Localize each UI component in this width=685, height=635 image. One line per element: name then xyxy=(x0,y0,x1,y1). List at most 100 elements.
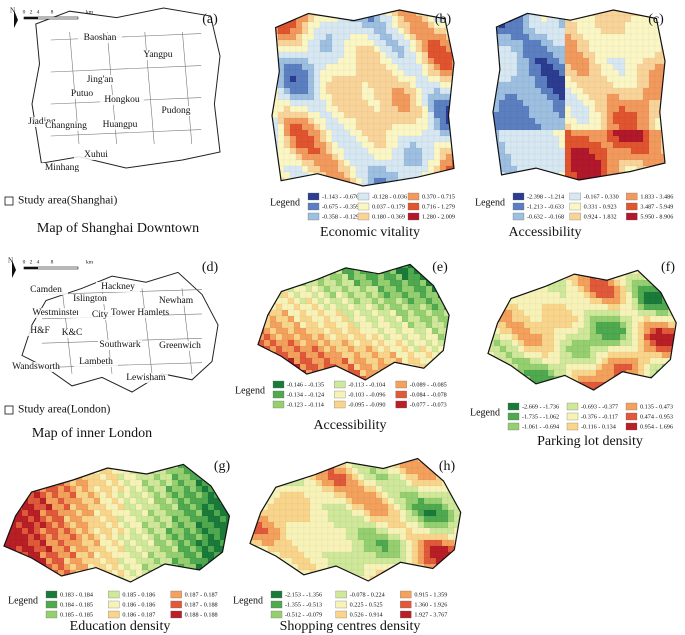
map-cell xyxy=(301,21,309,29)
map-cell xyxy=(393,569,401,577)
map-cell xyxy=(415,45,423,53)
map-cell xyxy=(375,557,383,565)
map-cell xyxy=(451,183,454,186)
map-cell xyxy=(577,321,585,329)
map-cell xyxy=(631,297,639,305)
map-cell xyxy=(558,69,566,77)
map-cell xyxy=(301,57,309,65)
district-name: Hongkou xyxy=(104,95,140,105)
map-cell xyxy=(15,473,23,481)
map-cell xyxy=(601,270,609,275)
map-cell xyxy=(315,509,323,517)
map-cell xyxy=(522,177,530,180)
map-cell xyxy=(600,147,608,155)
label-bg xyxy=(124,373,168,383)
map-cell xyxy=(504,99,512,107)
map-cell xyxy=(411,473,419,481)
map-cell xyxy=(565,339,573,347)
label-bg xyxy=(154,296,198,306)
map-cell xyxy=(397,183,405,186)
map-cell xyxy=(363,485,371,493)
map-cell xyxy=(279,575,287,581)
map-cell xyxy=(547,303,555,311)
map-cell xyxy=(305,363,313,371)
map-cell xyxy=(606,51,614,59)
map-outline xyxy=(3,463,231,583)
panel-label: (b) xyxy=(435,12,452,27)
map-cell xyxy=(337,87,345,95)
map-cell xyxy=(552,75,560,83)
map-cell xyxy=(576,33,584,41)
map-cell xyxy=(415,87,423,95)
map-cell xyxy=(397,33,405,41)
map-cell xyxy=(353,291,361,299)
map-cell xyxy=(594,15,602,23)
map-cell xyxy=(219,491,227,499)
map-cell xyxy=(301,177,309,185)
map-cell xyxy=(589,327,597,335)
map-cell xyxy=(411,503,419,511)
map-cell xyxy=(393,575,401,581)
map-cell xyxy=(51,467,59,475)
map-cell xyxy=(291,473,299,481)
map-cell xyxy=(411,467,419,475)
map-cell xyxy=(327,533,335,541)
map-cell xyxy=(69,491,77,499)
map-cell xyxy=(517,279,525,287)
legend-swatch xyxy=(569,202,581,211)
map-cell xyxy=(606,165,614,173)
map-cell xyxy=(335,345,343,353)
map-cell xyxy=(105,539,113,547)
map-cell xyxy=(389,333,397,341)
map-cell xyxy=(295,81,303,89)
map-cell xyxy=(135,503,143,511)
map-cell xyxy=(411,521,419,529)
map-cell xyxy=(387,458,395,463)
map-cell xyxy=(232,474,238,480)
map-cell xyxy=(177,545,185,553)
map-cell xyxy=(321,557,329,565)
map-cell xyxy=(459,551,461,559)
map-cell xyxy=(534,39,542,47)
map-cell xyxy=(347,297,355,305)
map-cell xyxy=(409,147,417,155)
map-cell xyxy=(165,515,173,523)
map-cell xyxy=(516,33,524,41)
map-cell xyxy=(351,473,359,481)
map-cell xyxy=(498,117,506,125)
map-cell xyxy=(315,515,323,523)
map-cell xyxy=(529,291,537,299)
map-cell xyxy=(421,129,429,137)
map-cell xyxy=(654,51,662,59)
map-cell xyxy=(417,485,425,493)
map-cell xyxy=(642,45,650,53)
map-cell xyxy=(45,479,53,487)
map-cell xyxy=(39,509,47,517)
study-area-swatch xyxy=(4,196,14,206)
map-cell xyxy=(522,99,530,107)
legend-swatch xyxy=(307,202,320,211)
legend-label: 1.280 - 2.009 xyxy=(422,213,455,220)
map-cell xyxy=(183,533,191,541)
map-cell xyxy=(375,491,383,499)
map-cell xyxy=(309,515,317,523)
legend-swatch xyxy=(270,600,283,609)
map-cell xyxy=(553,351,561,359)
map-cell xyxy=(275,315,283,323)
map-cell xyxy=(331,45,339,53)
map-cell xyxy=(588,111,596,119)
map-cell xyxy=(261,575,269,581)
map-cell xyxy=(427,27,435,35)
map-cell xyxy=(327,497,335,505)
map-cell xyxy=(523,321,531,329)
map-cell xyxy=(553,270,561,275)
map-cell xyxy=(547,270,555,275)
map-cell xyxy=(488,327,495,335)
map-cell xyxy=(275,345,283,353)
map-cell xyxy=(33,551,41,559)
map-cell xyxy=(393,521,401,529)
map-cell xyxy=(588,75,596,83)
map-cell xyxy=(51,497,59,505)
map-cell xyxy=(661,279,669,287)
legend-label: -2.669 - -1.736 xyxy=(522,403,559,410)
